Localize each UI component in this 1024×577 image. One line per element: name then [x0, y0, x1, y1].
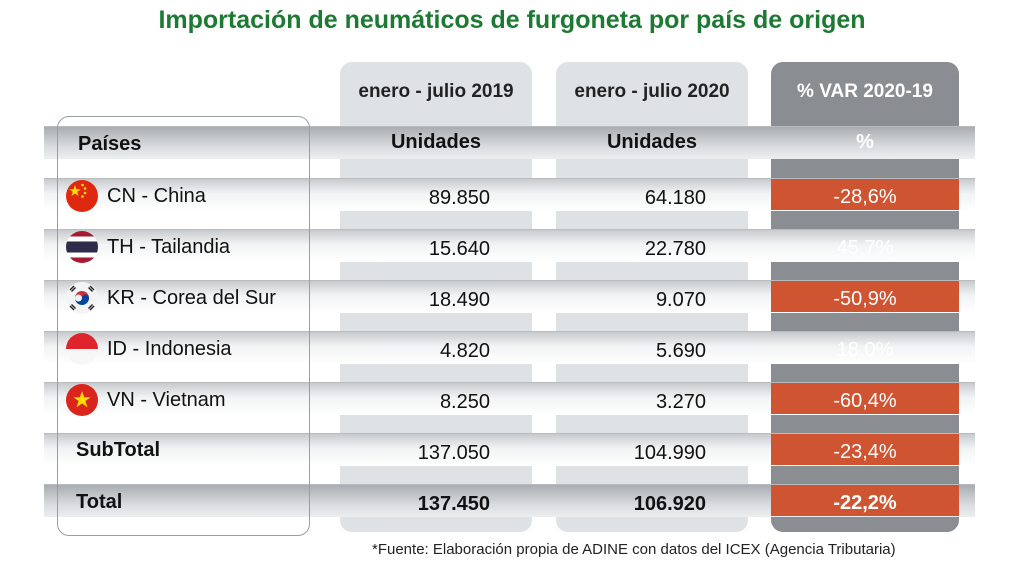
country-label: CN - China — [107, 185, 206, 207]
total-2020: 106.920 — [633, 493, 706, 515]
page-title: Importación de neumáticos de furgoneta p… — [158, 6, 866, 34]
value-2020: 9.070 — [655, 289, 706, 311]
col-header-unidades-2019: Unidades — [390, 131, 482, 153]
value-var: -60,4% — [833, 390, 897, 412]
value-var: 45,7% — [836, 237, 894, 259]
vietnam-flag-icon — [66, 384, 98, 416]
indonesia-flag-icon — [66, 333, 98, 365]
country-label: VN - Vietnam — [107, 389, 226, 411]
row-band — [44, 331, 975, 364]
table-row-country: TH - Tailandia — [64, 231, 314, 263]
value-var: 18,0% — [836, 339, 894, 361]
subtotal-label: SubTotal — [76, 439, 161, 461]
value-2020: 64.180 — [644, 187, 706, 209]
negative-highlight — [771, 281, 959, 312]
value-var: -28,6% — [833, 186, 897, 208]
value-var: -50,9% — [833, 288, 897, 310]
value-2020: 5.690 — [655, 340, 706, 362]
subtotal-2020: 104.990 — [633, 442, 706, 464]
negative-highlight — [771, 434, 959, 465]
period-header-2019: enero - julio 2019 — [358, 81, 514, 102]
col-header-paises: Países — [78, 133, 142, 155]
period-header-var: % VAR 2020-19 — [797, 81, 933, 102]
value-2019: 8.250 — [439, 391, 490, 413]
footnote: *Fuente: Elaboración propia de ADINE con… — [372, 541, 896, 558]
col-header-percent: % — [856, 131, 874, 153]
thailand-flag-icon — [66, 231, 98, 263]
table-row-country: KR - Corea del Sur — [64, 282, 314, 314]
value-2019: 18.490 — [428, 289, 490, 311]
col-header-unidades-2020: Unidades — [606, 131, 698, 153]
table-row-country: ID - Indonesia — [64, 333, 314, 365]
value-2019: 89.850 — [428, 187, 490, 209]
period-header-2020: enero - julio 2020 — [574, 81, 730, 102]
country-label: KR - Corea del Sur — [107, 287, 276, 309]
south-korea-flag-icon — [66, 282, 98, 314]
table-row-country: VN - Vietnam — [64, 384, 314, 416]
negative-highlight — [771, 485, 959, 516]
value-2020: 3.270 — [655, 391, 706, 413]
table-row-country: CN - China — [64, 180, 314, 212]
total-label: Total — [76, 491, 123, 513]
country-label: TH - Tailandia — [107, 236, 231, 258]
total-2019: 137.450 — [417, 493, 490, 515]
header-band — [44, 126, 975, 159]
subtotal-2019: 137.050 — [417, 442, 490, 464]
china-flag-icon — [66, 180, 98, 212]
row-band — [44, 229, 975, 262]
total-var: -22,2% — [833, 492, 897, 514]
value-2020: 22.780 — [644, 238, 706, 260]
negative-highlight — [771, 383, 959, 414]
value-2019: 4.820 — [439, 340, 490, 362]
negative-highlight — [771, 179, 959, 210]
value-2019: 15.640 — [428, 238, 490, 260]
countries-frame — [57, 116, 310, 536]
subtotal-var: -23,4% — [833, 441, 897, 463]
country-label: ID - Indonesia — [107, 338, 232, 360]
